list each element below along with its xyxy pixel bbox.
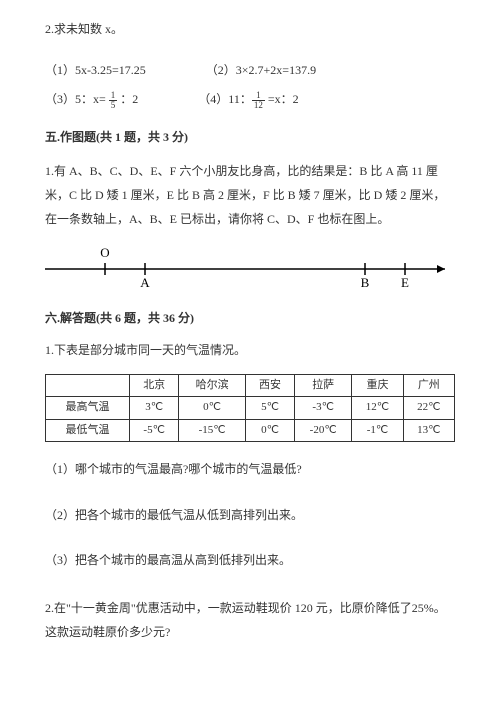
table-cell: 3℃ — [130, 397, 179, 420]
table-header: 西安 — [245, 374, 294, 397]
table-cell: 22℃ — [403, 397, 454, 420]
eq-4: （4）11：112 =x：2 — [198, 90, 298, 110]
eq-3-post: ：2 — [117, 92, 138, 106]
label-E: E — [401, 275, 409, 290]
section-5-body: 1.有 A、B、C、D、E、F 六个小朋友比身高，比的结果是：B 比 A 高 1… — [45, 159, 455, 231]
temperature-table: 北京哈尔滨西安拉萨重庆广州 最高气温3℃0℃5℃-3℃12℃22℃最低气温-5℃… — [45, 374, 455, 443]
sub-question-1: （1）哪个城市的气温最高?哪个城市的气温最低? — [45, 460, 455, 479]
sub-question-3: （3）把各个城市的最高温从高到低排列出来。 — [45, 551, 455, 570]
frac-den: 12 — [252, 101, 265, 110]
number-line-diagram: O A B E — [45, 241, 455, 291]
eq-4-pre: （4）11： — [198, 92, 252, 106]
table-cell: 0℃ — [245, 419, 294, 442]
table-header: 重庆 — [352, 374, 403, 397]
table-row: 最低气温-5℃-15℃0℃-20℃-1℃13℃ — [46, 419, 455, 442]
fraction-icon: 15 — [109, 91, 118, 110]
eq-2: （2）3×2.7+2x=137.9 — [206, 61, 316, 80]
equation-row-2: （3）5：x= 15 ：2 （4）11：112 =x：2 — [45, 90, 455, 110]
eq-4-post: =x：2 — [265, 92, 299, 106]
section-6-title: 六.解答题(共 6 题，共 36 分) — [45, 309, 455, 328]
sub-question-2: （2）把各个城市的最低气温从低到高排列出来。 — [45, 506, 455, 525]
table-cell: 最高气温 — [46, 397, 130, 420]
table-header: 广州 — [403, 374, 454, 397]
q1-intro: 1.下表是部分城市同一天的气温情况。 — [45, 341, 455, 360]
table-cell: 5℃ — [245, 397, 294, 420]
table-cell: -20℃ — [295, 419, 352, 442]
label-O: O — [100, 245, 109, 260]
equation-row-1: （1）5x-3.25=17.25 （2）3×2.7+2x=137.9 — [45, 61, 455, 80]
table-cell: 0℃ — [179, 397, 246, 420]
label-B: B — [361, 275, 370, 290]
q2-body: 2.在"十一黄金周"优惠活动中，一款运动鞋现价 120 元，比原价降低了25%。… — [45, 596, 455, 644]
table-cell: -15℃ — [179, 419, 246, 442]
eq-3: （3）5：x= 15 ：2 — [45, 90, 138, 110]
table-cell: -5℃ — [130, 419, 179, 442]
fraction-icon: 112 — [252, 91, 265, 110]
table-cell: 最低气温 — [46, 419, 130, 442]
label-A: A — [140, 275, 150, 290]
table-row: 最高气温3℃0℃5℃-3℃12℃22℃ — [46, 397, 455, 420]
table-header: 北京 — [130, 374, 179, 397]
frac-den: 5 — [109, 101, 118, 110]
eq-3-pre: （3）5：x= — [45, 92, 109, 106]
section-5-title: 五.作图题(共 1 题，共 3 分) — [45, 128, 455, 147]
eq-1: （1）5x-3.25=17.25 — [45, 61, 146, 80]
table-header: 哈尔滨 — [179, 374, 246, 397]
q2-title: 2.求未知数 x。 — [45, 20, 455, 39]
table-cell: 12℃ — [352, 397, 403, 420]
table-cell: -3℃ — [295, 397, 352, 420]
table-cell: -1℃ — [352, 419, 403, 442]
table-header: 拉萨 — [295, 374, 352, 397]
table-cell: 13℃ — [403, 419, 454, 442]
table-header — [46, 374, 130, 397]
